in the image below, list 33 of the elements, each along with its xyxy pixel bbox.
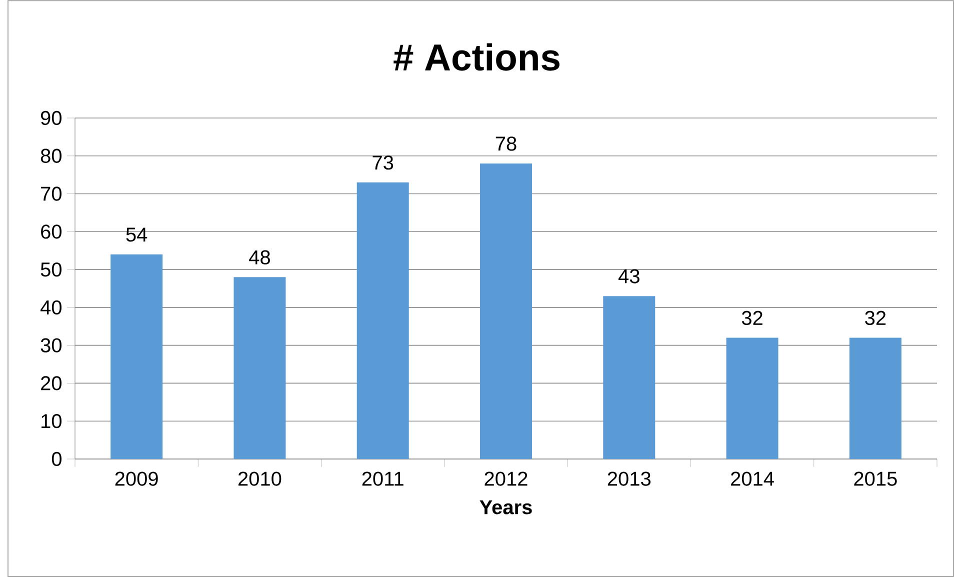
x-tick-label: 2015: [854, 472, 897, 486]
x-tick-label: 2011: [362, 472, 404, 486]
data-label: 73: [372, 156, 394, 170]
bar: [110, 254, 163, 459]
data-label: 32: [865, 310, 886, 326]
data-label: 48: [249, 250, 270, 264]
x-tick-label: 2012: [484, 472, 528, 486]
x-axis-title: Years: [480, 500, 532, 514]
bar: [726, 338, 778, 459]
y-tick-label: 60: [41, 224, 62, 239]
bar: [849, 338, 902, 459]
data-label: 32: [742, 310, 762, 326]
bar: [603, 296, 656, 459]
bar: [356, 182, 409, 459]
y-tick-label: 20: [41, 376, 62, 390]
y-tick-label: 30: [40, 338, 62, 352]
x-tick-label: 2010: [238, 472, 282, 486]
data-label: 54: [126, 228, 148, 242]
x-tick-label: 2013: [608, 472, 651, 486]
y-tick-label: 10: [42, 414, 62, 428]
y-tick-label: 50: [40, 262, 62, 277]
bar: [234, 277, 286, 459]
y-tick-label: 80: [40, 148, 62, 163]
x-tick-label: 2014: [731, 472, 774, 486]
x-tick-label: 2009: [115, 472, 158, 486]
data-label: 78: [496, 136, 516, 151]
y-tick-label: 40: [40, 300, 62, 315]
y-tick-label: 0: [52, 452, 62, 466]
bar: [480, 163, 532, 459]
y-tick-label: 90: [40, 110, 62, 126]
chart-title: # Actions: [394, 43, 560, 71]
data-label: 43: [618, 269, 640, 284]
y-tick-label: 70: [41, 186, 62, 201]
